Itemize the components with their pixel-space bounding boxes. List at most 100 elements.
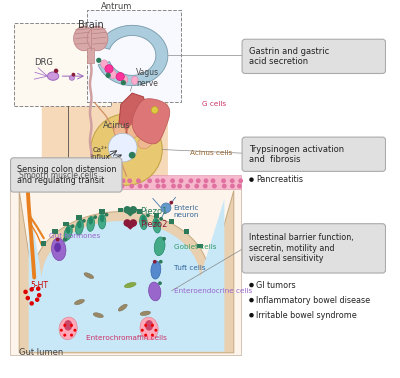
Bar [52,229,58,234]
Circle shape [22,179,26,183]
Circle shape [238,184,241,188]
Ellipse shape [93,313,103,318]
Circle shape [57,179,60,183]
Text: Enteric
neuron: Enteric neuron [174,205,199,218]
Circle shape [239,179,242,183]
FancyBboxPatch shape [242,39,386,73]
Bar [137,209,142,214]
Circle shape [186,184,189,188]
Circle shape [70,179,74,183]
FancyBboxPatch shape [10,158,122,192]
Circle shape [113,184,116,188]
Circle shape [179,179,183,183]
Circle shape [161,203,171,213]
Circle shape [146,214,150,217]
Circle shape [204,184,207,188]
Circle shape [124,206,131,214]
Ellipse shape [138,137,152,149]
Text: Sensing colon distension
and regulating transit: Sensing colon distension and regulating … [17,165,117,184]
Circle shape [151,334,154,337]
Polygon shape [124,211,137,217]
Text: Antrum: Antrum [101,2,133,11]
Circle shape [37,184,40,188]
Text: G cells: G cells [202,101,226,107]
Text: Piezo2: Piezo2 [140,220,167,229]
Circle shape [231,184,234,188]
FancyBboxPatch shape [87,10,181,102]
Circle shape [189,179,193,183]
Circle shape [65,184,68,188]
Circle shape [74,329,76,332]
Circle shape [63,237,67,242]
Circle shape [91,114,162,185]
Ellipse shape [145,320,153,331]
Text: DRG: DRG [34,59,53,67]
Circle shape [88,179,91,183]
Text: Acinus: Acinus [103,121,131,130]
Ellipse shape [74,299,84,305]
Circle shape [96,58,102,63]
Circle shape [106,73,111,78]
Circle shape [120,184,124,188]
Circle shape [159,260,163,263]
Bar [197,244,202,248]
Circle shape [138,184,142,188]
Circle shape [116,73,124,81]
Circle shape [36,287,40,291]
Circle shape [79,184,83,188]
Circle shape [159,217,163,221]
Ellipse shape [118,304,127,311]
Circle shape [105,213,108,217]
Circle shape [130,206,137,214]
Ellipse shape [153,218,160,233]
Ellipse shape [48,72,59,80]
Text: Ca²⁺
influx: Ca²⁺ influx [90,147,110,160]
Circle shape [141,329,144,332]
Ellipse shape [64,226,72,240]
Ellipse shape [98,214,106,229]
Ellipse shape [77,221,82,228]
Polygon shape [29,199,224,352]
Circle shape [114,179,118,183]
Circle shape [48,179,51,183]
Circle shape [124,219,131,227]
FancyBboxPatch shape [14,23,112,106]
Circle shape [172,184,175,188]
Ellipse shape [101,60,108,68]
Circle shape [196,179,200,183]
Circle shape [104,179,108,183]
Circle shape [145,184,148,188]
Circle shape [249,298,254,302]
Circle shape [154,329,157,332]
Circle shape [162,237,166,241]
Circle shape [151,324,154,327]
Bar [184,229,189,234]
Circle shape [71,224,74,228]
Ellipse shape [100,215,104,222]
Text: Gastrin and gastric
acid secretion: Gastrin and gastric acid secretion [249,46,329,66]
Text: Goblet cells: Goblet cells [174,245,216,250]
Text: Piezo1: Piezo1 [140,207,167,216]
Ellipse shape [114,124,126,138]
Bar [63,222,69,226]
Text: GI tumors: GI tumors [256,280,296,290]
Ellipse shape [149,282,161,301]
Circle shape [158,281,162,285]
Circle shape [37,293,42,297]
Circle shape [23,184,26,188]
Circle shape [72,73,75,76]
Circle shape [16,179,19,183]
Ellipse shape [69,76,74,80]
Circle shape [153,260,157,263]
Ellipse shape [140,317,158,339]
Ellipse shape [151,107,158,113]
Polygon shape [42,16,168,181]
Text: Pancreatitis: Pancreatitis [256,175,303,184]
Circle shape [122,179,125,183]
Ellipse shape [84,273,94,279]
Circle shape [62,179,66,183]
Circle shape [249,283,254,287]
Circle shape [222,184,226,188]
Ellipse shape [66,226,70,234]
Text: Smooth muscle cells: Smooth muscle cells [19,171,98,180]
